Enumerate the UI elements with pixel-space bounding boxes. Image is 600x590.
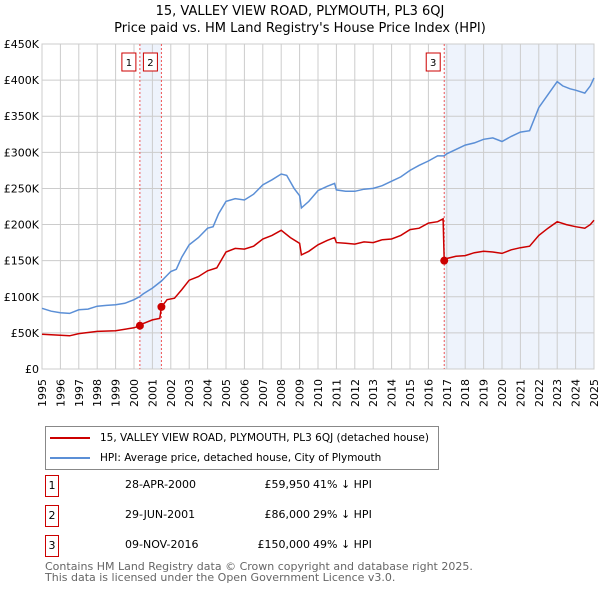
x-tick-label: 2003 <box>183 379 196 407</box>
row-date: 29-JUN-2001 <box>125 508 196 521</box>
x-tick-label: 2004 <box>202 379 215 407</box>
x-tick-label: 2015 <box>404 379 417 407</box>
shaded-range <box>139 44 162 369</box>
table-row: 2 29-JUN-2001 £86,000 29% ↓ HPI <box>45 505 445 527</box>
x-tick-label: 2022 <box>533 379 546 407</box>
x-tick-label: 2014 <box>386 379 399 407</box>
sale-label-box <box>121 52 137 72</box>
x-tick-label: 2007 <box>257 379 270 407</box>
x-tick-label: 2021 <box>514 379 527 407</box>
x-tick-label: 2009 <box>294 379 307 407</box>
chart-svg: 1995 1996 1997 1998 1999 2000 2001 2002 2003 2004… <box>4 38 600 407</box>
row-date: 28-APR-2000 <box>125 478 197 491</box>
sale-label: 3 <box>430 58 436 69</box>
legend-swatch-hpi <box>50 457 90 459</box>
shaded-range <box>444 44 594 369</box>
table-row: 3 09-NOV-2016 £150,000 49% ↓ HPI <box>45 535 445 557</box>
x-tick-label: 2002 <box>165 379 178 407</box>
hpi-line <box>41 77 595 315</box>
x-tick-label: 2020 <box>496 379 509 407</box>
footer-line-1: Contains HM Land Registry data © Crown c… <box>45 560 473 573</box>
x-tick-label: 1996 <box>54 379 67 407</box>
chart-subtitle: Price paid vs. HM Land Registry's House … <box>114 21 486 36</box>
row-marker: 3 <box>45 535 59 557</box>
x-tick-label: 1999 <box>110 379 123 407</box>
sale-label-box <box>142 52 158 72</box>
y-tick-label: £0 <box>25 363 39 376</box>
row-price: £86,000 <box>264 508 311 521</box>
x-tick-label: 2017 <box>441 379 454 407</box>
row-hpi: 41% ↓ HPI <box>313 478 372 491</box>
x-tick-label: 2001 <box>146 379 159 407</box>
property-price-line <box>41 217 595 337</box>
sale-label-box <box>425 52 441 72</box>
row-hpi: 49% ↓ HPI <box>313 538 372 551</box>
row-date: 09-NOV-2016 <box>125 538 199 551</box>
y-tick-label: £100K <box>4 291 40 304</box>
chart-title: 15, VALLEY VIEW ROAD, PLYMOUTH, PL3 6QJ <box>155 4 445 19</box>
x-tick-label: 2000 <box>128 379 141 407</box>
y-tick-label: £200K <box>4 219 40 232</box>
x-tick-label: 2023 <box>551 379 564 407</box>
x-tick-label: 2010 <box>312 379 325 407</box>
x-tick-label: 2012 <box>349 379 362 407</box>
legend-swatch-property <box>50 437 90 439</box>
y-tick-label: £50K <box>11 327 40 340</box>
sale-point <box>157 302 166 311</box>
row-marker: 2 <box>45 505 59 527</box>
x-tick-label: 2013 <box>367 379 380 407</box>
legend-label-property: 15, VALLEY VIEW ROAD, PLYMOUTH, PL3 6QJ … <box>100 432 429 444</box>
row-price: £150,000 <box>257 538 311 551</box>
x-tick-label: 2025 <box>588 379 600 407</box>
plot-frame <box>41 43 595 370</box>
footer-line-2: This data is licensed under the Open Gov… <box>45 571 396 584</box>
row-hpi: 29% ↓ HPI <box>313 508 372 521</box>
row-marker: 1 <box>45 475 59 497</box>
x-tick-label: 1995 <box>36 379 49 407</box>
y-tick-label: £300K <box>4 146 40 159</box>
sale-point <box>135 321 144 330</box>
legend-label-hpi: HPI: Average price, detached house, City… <box>100 452 382 464</box>
x-tick-label: 2018 <box>459 379 472 407</box>
x-tick-label: 2006 <box>238 379 251 407</box>
x-tick-label: 2011 <box>330 379 343 407</box>
x-tick-label: 2008 <box>275 379 288 407</box>
y-tick-label: £350K <box>4 110 40 123</box>
legend: 15, VALLEY VIEW ROAD, PLYMOUTH, PL3 6QJ … <box>45 426 439 470</box>
x-tick-label: 2005 <box>220 379 233 407</box>
x-tick-label: 2024 <box>570 379 583 407</box>
x-tick-label: 1997 <box>73 379 86 407</box>
sale-label: 2 <box>147 58 153 69</box>
sale-label: 1 <box>126 58 132 69</box>
row-price: £59,950 <box>264 478 311 491</box>
x-tick-label: 1998 <box>91 379 104 407</box>
y-tick-label: £250K <box>4 182 40 195</box>
x-tick-label: 2019 <box>478 379 491 407</box>
table-row: 1 28-APR-2000 £59,950 41% ↓ HPI <box>45 475 445 497</box>
y-tick-label: £450K <box>4 38 40 51</box>
y-tick-label: £400K <box>4 74 40 87</box>
y-tick-label: £150K <box>4 255 40 268</box>
sale-point <box>440 256 449 265</box>
x-tick-label: 2016 <box>422 379 435 407</box>
